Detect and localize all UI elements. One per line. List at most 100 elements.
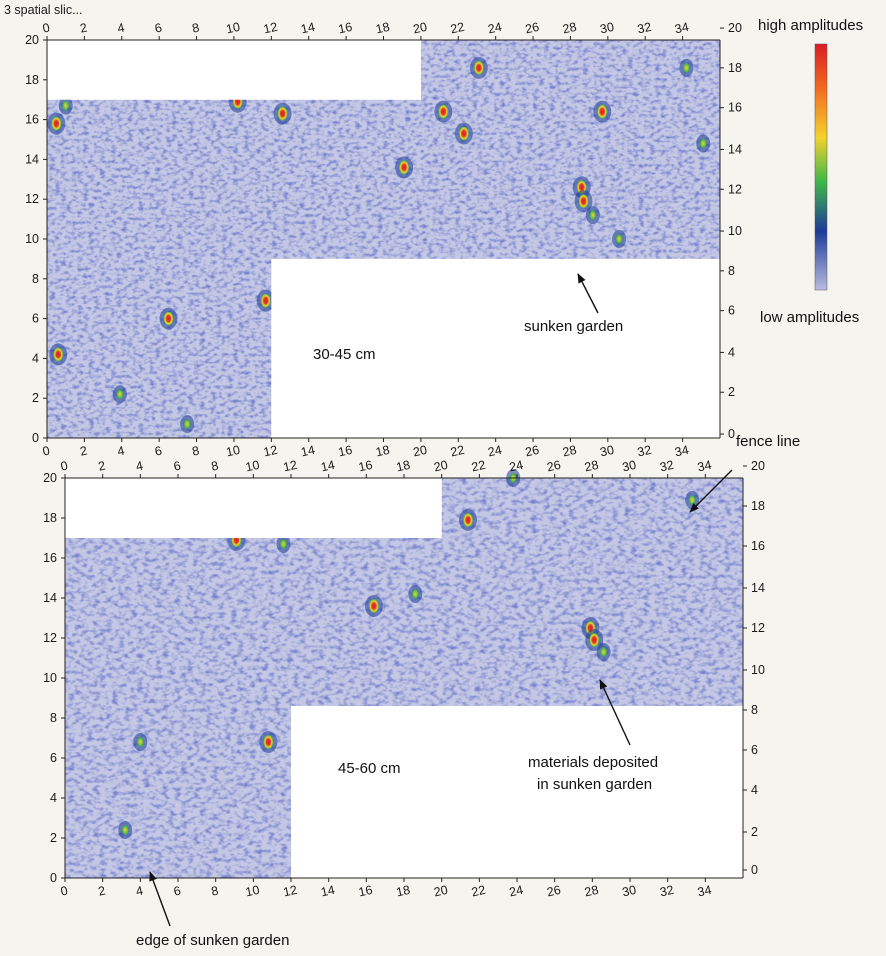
annotation-arrow xyxy=(689,469,733,513)
x-tick-label: 26 xyxy=(524,20,541,37)
x-tick-label: 32 xyxy=(636,20,653,37)
y-tick-label: 8 xyxy=(50,711,57,725)
x-tick-label: 4 xyxy=(116,444,126,459)
x-tick-label: 4 xyxy=(135,459,145,474)
annotation-arrow xyxy=(577,273,599,314)
medium-amplitude-anomaly xyxy=(121,825,129,835)
x-tick-label: 24 xyxy=(508,458,525,475)
x-tick-label: 16 xyxy=(337,443,354,460)
colorbar-low-label: low amplitudes xyxy=(760,309,859,326)
annotation-materials-line2: in sunken garden xyxy=(537,776,652,793)
x-tick-label: 26 xyxy=(546,883,563,900)
x-tick-label: 10 xyxy=(225,20,242,37)
y-tick-label: 20 xyxy=(25,33,39,47)
y-tick-label: 14 xyxy=(43,591,57,605)
y2-tick-label: 8 xyxy=(751,703,758,717)
medium-amplitude-anomaly xyxy=(699,138,707,149)
x-tick-label: 18 xyxy=(374,443,391,460)
right-axis: 0 2 4 6 8 10 12 14 16 18 20 xyxy=(720,21,742,441)
y2-tick-label: 2 xyxy=(728,385,735,399)
medium-amplitude-anomaly xyxy=(589,210,597,221)
high-amplitude-anomaly xyxy=(51,116,62,131)
colorbar-scale xyxy=(814,43,828,291)
high-amplitude-anomaly xyxy=(463,513,473,527)
y-tick-label: 10 xyxy=(43,671,57,685)
x-tick-label: 16 xyxy=(337,20,354,37)
x-tick-label: 30 xyxy=(599,443,616,460)
y-tick-label: 2 xyxy=(50,831,57,845)
x-tick-label: 22 xyxy=(470,883,487,900)
left-axis: 0 2 4 6 8 10 12 14 16 18 20 xyxy=(43,471,65,885)
y2-tick-label: 14 xyxy=(728,142,742,156)
y-tick-label: 16 xyxy=(25,113,39,127)
x-tick-label: 14 xyxy=(300,20,317,37)
x-tick-label: 26 xyxy=(546,458,563,475)
annotation-sunken-garden: sunken garden xyxy=(524,318,623,335)
x-tick-label: 6 xyxy=(172,884,182,899)
y2-tick-label: 20 xyxy=(728,21,742,35)
x-tick-label: 2 xyxy=(79,444,89,459)
plot-frame xyxy=(46,39,721,439)
x-tick-label: 8 xyxy=(191,444,201,459)
y-tick-label: 12 xyxy=(43,631,57,645)
x-tick-label: 0 xyxy=(41,21,51,36)
y-tick-label: 16 xyxy=(43,551,57,565)
x-tick-label: 28 xyxy=(561,20,578,37)
high-amplitude-anomaly xyxy=(589,633,600,647)
y-tick-label: 0 xyxy=(50,871,57,885)
high-amplitude-anomaly xyxy=(277,106,288,121)
y-tick-label: 12 xyxy=(25,192,39,206)
y-tick-label: 10 xyxy=(25,232,39,246)
x-tick-label: 18 xyxy=(374,20,391,37)
x-tick-label: 22 xyxy=(449,20,466,37)
medium-amplitude-anomaly xyxy=(279,539,287,549)
x-tick-label: 2 xyxy=(97,884,107,899)
x-tick-label: 8 xyxy=(191,21,201,36)
y-tick-label: 8 xyxy=(32,272,39,286)
x-tick-label: 16 xyxy=(357,883,374,900)
colorbar-high-label: high amplitudes xyxy=(758,17,863,34)
y2-tick-label: 12 xyxy=(728,182,742,196)
high-amplitude-anomaly xyxy=(438,104,449,119)
x-tick-label: 18 xyxy=(395,883,412,900)
x-tick-label: 14 xyxy=(320,883,337,900)
high-amplitude-anomaly xyxy=(260,293,271,308)
x-tick-label: 30 xyxy=(621,458,638,475)
medium-amplitude-anomaly xyxy=(411,589,419,599)
x-tick-label: 32 xyxy=(636,443,653,460)
medium-amplitude-anomaly xyxy=(183,419,191,430)
x-tick-label: 10 xyxy=(225,443,242,460)
high-amplitude-anomaly xyxy=(368,599,379,613)
high-amplitude-anomaly xyxy=(399,160,409,175)
x-tick-label: 14 xyxy=(320,458,337,475)
x-tick-label: 4 xyxy=(116,21,126,36)
high-amplitude-anomaly xyxy=(578,194,589,209)
y-tick-label: 18 xyxy=(43,511,57,525)
x-tick-label: 26 xyxy=(524,443,541,460)
y-tick-label: 20 xyxy=(43,471,57,485)
x-tick-label: 30 xyxy=(621,883,638,900)
top-axis: 0 2 4 6 8 10 12 14 16 18 20 22 24 26 28 30 32 34 xyxy=(59,458,713,478)
x-tick-label: 0 xyxy=(59,459,69,474)
high-amplitude-anomaly xyxy=(53,347,64,362)
y-tick-label: 2 xyxy=(32,391,39,405)
depth-label: 30-45 cm xyxy=(313,346,376,363)
y2-tick-label: 18 xyxy=(751,499,765,513)
x-tick-label: 4 xyxy=(135,884,145,899)
y-tick-label: 18 xyxy=(25,73,39,87)
x-tick-label: 12 xyxy=(282,883,299,900)
x-tick-label: 22 xyxy=(470,458,487,475)
medium-amplitude-anomaly xyxy=(600,647,608,657)
x-tick-label: 34 xyxy=(696,458,713,475)
x-tick-label: 18 xyxy=(395,458,412,475)
y2-tick-label: 18 xyxy=(728,61,742,75)
y2-tick-label: 20 xyxy=(751,459,765,473)
colorbar: high amplitudes low amplitudes xyxy=(758,17,863,326)
y-tick-label: 6 xyxy=(50,751,57,765)
x-tick-label: 0 xyxy=(41,444,51,459)
x-tick-label: 12 xyxy=(282,458,299,475)
y-tick-label: 14 xyxy=(25,152,39,166)
x-tick-label: 20 xyxy=(412,20,429,37)
x-tick-label: 6 xyxy=(172,459,182,474)
